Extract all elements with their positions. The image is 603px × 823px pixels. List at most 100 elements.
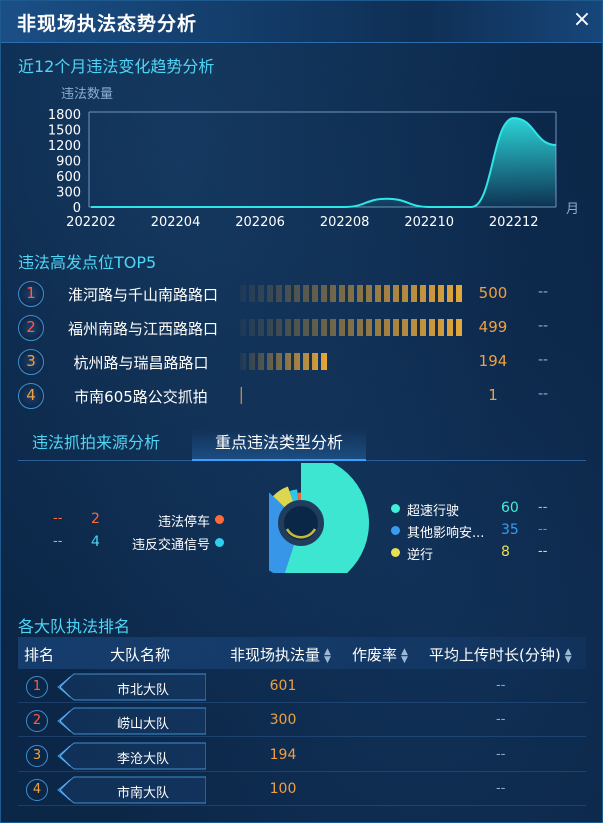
row-arrow-frame [57, 776, 206, 804]
trend-xtick: 202202 [66, 215, 116, 230]
legend-extra: -- [53, 511, 63, 526]
legend-dot [215, 515, 224, 524]
team-name: 市北大队 [116, 683, 169, 698]
top5-item[interactable]: 4 市南605路公交抓拍 1 -- [18, 382, 588, 410]
trend-xtick: 202212 [489, 215, 539, 230]
legend-extra: -- [538, 522, 548, 537]
tab-source-analysis[interactable]: 违法抓拍来源分析 [32, 433, 161, 452]
col-rank: 排名 [24, 646, 55, 664]
top5-section-title: 违法高发点位TOP5 [18, 253, 157, 272]
trend-ylabel: 违法数量 [61, 87, 113, 102]
trend-ytick: 900 [56, 155, 81, 170]
rank-badge: 3 [18, 349, 44, 375]
rank-badge: 3 [26, 745, 48, 767]
col-avg-upload[interactable]: 平均上传时长(分钟) ▲ ▼ [429, 644, 572, 665]
avg-upload-time: -- [496, 781, 506, 796]
trend-section-title: 近12个月违法变化趋势分析 [18, 57, 215, 76]
violation-count: 1 [488, 386, 498, 404]
location-name: 市南605路公交抓拍 [74, 388, 208, 406]
trend-xtick: 202204 [151, 215, 201, 230]
legend-label: 违反交通信号 [131, 538, 210, 553]
trend-area [91, 118, 556, 207]
avg-upload-time: -- [496, 678, 506, 693]
row-arrow-frame [57, 707, 206, 735]
table-row[interactable]: 2 崂山大队 300 -- [18, 705, 586, 737]
count-bar [240, 319, 464, 336]
enforcement-count: 300 [269, 712, 297, 728]
location-name: 杭州路与瑞昌路路口 [73, 354, 209, 372]
legend-extra: -- [53, 534, 63, 549]
ranking-section-title: 各大队执法排名 [18, 617, 131, 636]
legend-extra: -- [538, 500, 548, 515]
legend-dot [391, 526, 400, 535]
close-icon[interactable]: × [572, 7, 592, 32]
table-row[interactable]: 3 李沧大队 194 -- [18, 740, 586, 772]
donut-slice [272, 486, 294, 508]
legend-value: 4 [91, 534, 100, 550]
rank-badge: 4 [18, 383, 44, 409]
col-team-name: 大队名称 [110, 646, 171, 664]
top5-item[interactable]: 1 淮河路与千山南路路口 500 -- [18, 280, 588, 308]
trend-xtick: 202208 [320, 215, 370, 230]
type-donut-chart [269, 463, 369, 573]
sort-icon[interactable]: ▲ ▼ [324, 646, 331, 665]
trend-xtick: 202206 [235, 215, 285, 230]
col-avg-upload-label: 平均上传时长(分钟) [429, 646, 561, 664]
legend-dot [215, 538, 224, 547]
extra-value: -- [538, 386, 549, 402]
count-bar [240, 285, 464, 302]
trend-ytick: 0 [73, 201, 81, 216]
enforcement-count: 601 [269, 678, 297, 694]
top5-item[interactable]: 3 杭州路与瑞昌路路口 194 -- [18, 348, 588, 376]
location-name: 福州南路与江西路路口 [67, 320, 218, 338]
analysis-tabs: 违法抓拍来源分析 重点违法类型分析 [18, 423, 586, 461]
trend-xtick: 202210 [404, 215, 454, 230]
rank-badge: 2 [26, 710, 48, 732]
violation-count: 499 [478, 318, 508, 336]
ranking-table-header: 排名 大队名称 非现场执法量 ▲ ▼ 作废率 ▲ ▼ 平均上传时长(分钟) ▲ ▼ [18, 637, 586, 669]
row-arrow-frame [57, 673, 206, 701]
trend-ytick: 1200 [48, 139, 81, 154]
trend-ytick: 1500 [48, 124, 81, 139]
avg-upload-time: -- [496, 712, 506, 727]
rank-badge: 1 [18, 281, 44, 307]
trend-ytick: 600 [56, 170, 81, 185]
donut-slice [269, 492, 295, 573]
table-row[interactable]: 4 市南大队 100 -- [18, 774, 586, 806]
legend-extra: -- [538, 544, 548, 559]
tab-type-analysis[interactable]: 重点违法类型分析 [192, 429, 366, 461]
extra-value: -- [538, 284, 549, 300]
col-void-rate[interactable]: 作废率 ▲ ▼ [352, 644, 408, 665]
col-enforcement-count[interactable]: 非现场执法量 ▲ ▼ [230, 644, 331, 665]
count-bar [240, 353, 327, 370]
trend-ytick: 300 [56, 186, 81, 201]
donut-inner-arc [285, 528, 317, 539]
legend-label: 其他影响安... [407, 526, 485, 541]
trend-xunit: 月 [566, 202, 579, 217]
extra-value: -- [538, 318, 549, 334]
rank-badge: 1 [26, 676, 48, 698]
panel-header: 非现场执法态势分析 × [1, 1, 602, 43]
violation-count: 500 [478, 284, 508, 302]
col-enforcement-count-label: 非现场执法量 [230, 646, 321, 664]
legend-value: 2 [91, 511, 100, 527]
sort-icon[interactable]: ▲ ▼ [401, 646, 408, 665]
enforcement-count: 100 [269, 781, 297, 797]
count-bar-track [240, 353, 464, 370]
trend-ytick: 1800 [48, 108, 81, 123]
enforcement-count: 194 [269, 747, 297, 763]
extra-value: -- [538, 352, 549, 368]
donut-slice [289, 489, 299, 503]
row-arrow-frame [57, 742, 206, 770]
legend-dot [391, 548, 400, 557]
legend-label: 逆行 [407, 548, 434, 563]
sort-icon[interactable]: ▲ ▼ [564, 646, 572, 665]
table-row[interactable]: 1 市北大队 601 -- [18, 671, 586, 703]
col-void-rate-label: 作废率 [352, 646, 398, 664]
team-name: 李沧大队 [116, 752, 169, 767]
count-bar-track [240, 319, 464, 336]
top5-item[interactable]: 2 福州南路与江西路路口 499 -- [18, 314, 588, 342]
team-name: 崂山大队 [116, 717, 169, 732]
legend-label: 超速行驶 [407, 504, 460, 519]
